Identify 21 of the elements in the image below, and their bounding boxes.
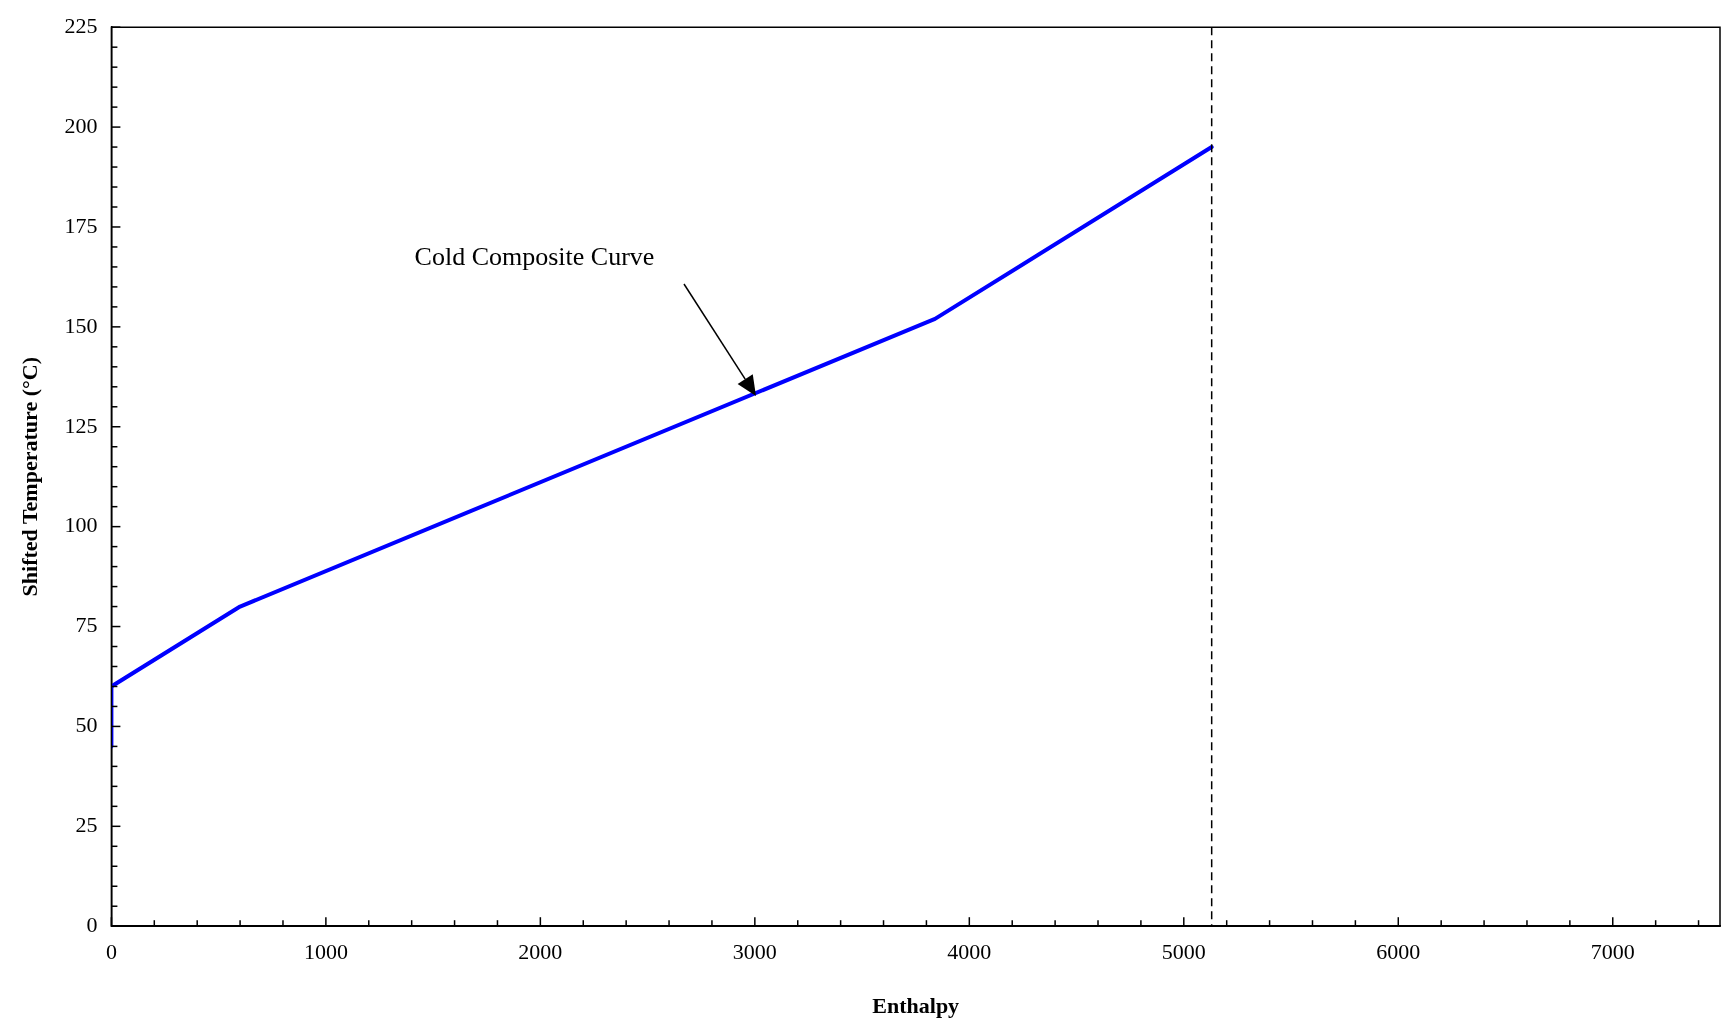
x-tick-label: 3000 <box>732 939 777 965</box>
x-tick-label: 6000 <box>1376 939 1421 965</box>
y-tick-label: 225 <box>64 12 98 38</box>
y-tick-label: 0 <box>86 911 98 937</box>
y-tick-label: 175 <box>64 212 98 238</box>
x-tick-label: 0 <box>105 939 117 965</box>
y-tick-label: 125 <box>64 412 98 438</box>
y-axis-title: Shifted Temperature (°C) <box>16 357 42 597</box>
x-tick-label: 1000 <box>303 939 348 965</box>
x-axis-title: Enthalpy <box>872 993 960 1019</box>
x-tick-label: 2000 <box>518 939 563 965</box>
x-tick-label: 4000 <box>947 939 992 965</box>
y-tick-label: 100 <box>64 512 98 538</box>
x-tick-label: 7000 <box>1590 939 1635 965</box>
y-tick-label: 25 <box>75 812 98 838</box>
y-tick-label: 200 <box>64 112 98 138</box>
annotation: Cold Composite Curve <box>414 242 655 272</box>
y-tick-label: 50 <box>75 712 98 738</box>
x-tick-label: 5000 <box>1161 939 1206 965</box>
y-tick-label: 150 <box>64 312 98 338</box>
y-tick-label: 75 <box>75 612 98 638</box>
